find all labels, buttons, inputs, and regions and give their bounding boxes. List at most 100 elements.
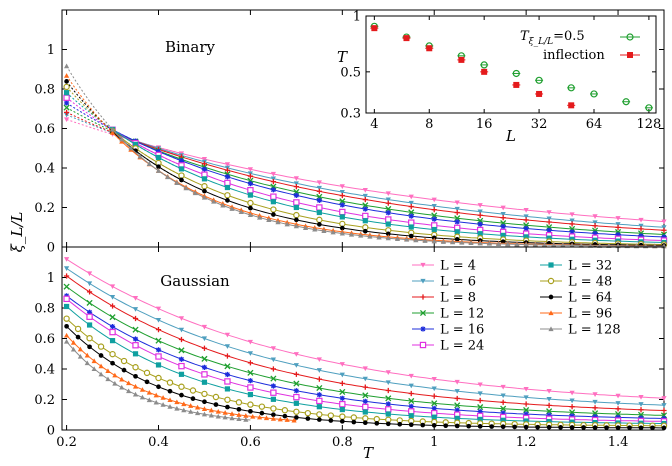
bottom-series-marker [293, 408, 300, 415]
bottom-xtick-label: 1.2 [516, 435, 537, 450]
bottom-series-marker [202, 399, 207, 405]
top-series-marker [500, 223, 506, 230]
top-series-marker [348, 231, 355, 237]
top-series-marker [270, 171, 276, 177]
top-series-marker [330, 229, 336, 235]
top-series-marker [201, 183, 208, 190]
bottom-series-marker [270, 366, 276, 372]
bottom-series-marker [385, 387, 391, 394]
bottom-series-marker [304, 409, 312, 417]
bottom-series-marker [408, 373, 414, 379]
inset-point [426, 45, 433, 52]
top-series-marker [459, 239, 465, 245]
legend-item: L = 4 [412, 259, 476, 274]
bottom-ytick-label: 0.8 [34, 302, 55, 317]
bottom-series-marker [569, 425, 575, 430]
bottom-series-marker [385, 370, 391, 375]
bottom-series-marker [213, 402, 219, 407]
legend-label: L = 128 [568, 323, 621, 338]
legend-swatch-marker [420, 294, 426, 300]
bottom-series-marker [86, 313, 93, 320]
top-series-marker [454, 229, 460, 235]
bottom-series-marker [431, 414, 437, 420]
bottom-series-marker [112, 380, 118, 386]
bottom-series-marker [75, 334, 81, 340]
top-series-marker [339, 184, 345, 189]
bottom-series-marker [77, 346, 83, 352]
bottom-series-marker [316, 384, 323, 392]
bottom-series-marker [362, 376, 368, 382]
inset-xtick-label: 4 [370, 117, 378, 132]
bottom-series-marker [339, 400, 346, 408]
bottom-series-marker [112, 372, 118, 378]
bottom-series-marker [250, 413, 256, 419]
legend-swatch-marker [419, 341, 427, 349]
bottom-series-marker [615, 425, 621, 431]
bottom-series-marker [477, 391, 483, 397]
legend-item: L = 32 [540, 259, 612, 274]
top-series-marker [275, 219, 281, 225]
top-series-marker [63, 104, 70, 111]
bottom-series-marker [615, 406, 621, 412]
bottom-xtick-label: 0.2 [56, 435, 77, 450]
bottom-series-marker [132, 342, 139, 349]
bottom-series-marker [160, 395, 166, 400]
bottom-series-marker [362, 415, 369, 422]
bottom-series-marker [236, 416, 242, 422]
bottom-series-marker [523, 411, 529, 417]
bottom-series-marker [477, 382, 483, 388]
bottom-series-marker [397, 421, 403, 427]
bottom-series-marker [500, 405, 507, 412]
bottom-series-marker [63, 283, 70, 290]
top-series-marker [362, 206, 368, 212]
top-series-marker [224, 184, 231, 191]
legend-swatch-marker [419, 309, 427, 317]
bottom-series-marker [132, 315, 139, 322]
legend-item: L = 48 [540, 275, 612, 290]
bottom-series-marker [661, 407, 667, 414]
bottom-series-3 [63, 273, 667, 414]
top-series-marker [523, 241, 529, 247]
top-series-marker [408, 213, 414, 219]
top-series-marker [270, 206, 277, 213]
bottom-series-marker [385, 421, 391, 427]
bottom-series-marker [569, 390, 575, 396]
top-series-marker [63, 90, 70, 96]
top-series-marker [661, 227, 667, 233]
x-axis-label: T [363, 444, 374, 462]
legend-swatch-marker [548, 326, 554, 332]
top-series-marker [220, 202, 226, 208]
bottom-series-marker [188, 403, 194, 408]
top-series-marker [284, 221, 290, 227]
inset-y-axis-label: T [337, 48, 348, 66]
top-series-marker [362, 196, 368, 203]
bottom-series-marker [229, 415, 235, 421]
bottom-ytick-label: 0.2 [34, 393, 55, 408]
top-series-dotted [66, 111, 182, 158]
top-series-marker [128, 145, 134, 151]
top-series-marker [385, 235, 391, 241]
bottom-series-marker [126, 388, 132, 394]
bottom-series-marker [408, 397, 415, 405]
bottom-series-marker [86, 322, 93, 328]
top-series-marker [179, 177, 184, 183]
bottom-series-marker [132, 296, 139, 301]
bottom-series-marker [512, 424, 517, 430]
top-series-marker [63, 94, 70, 101]
legend: L = 4L = 6L = 8L = 12L = 16L = 24L = 32L… [412, 259, 621, 354]
bottom-series-marker [362, 398, 368, 404]
top-series-marker [500, 215, 506, 221]
bottom-series-marker [316, 397, 323, 405]
top-series-marker [63, 100, 70, 106]
legend-item: L = 128 [540, 323, 621, 338]
top-series-marker [183, 185, 189, 191]
bottom-series-marker [74, 325, 82, 333]
bottom-series-marker [201, 371, 208, 378]
bottom-series-marker [247, 360, 254, 366]
top-series-marker [248, 205, 253, 211]
top-series-marker [224, 162, 231, 167]
bottom-series-marker [454, 423, 460, 429]
top-series-marker [339, 190, 345, 195]
bottom-series-marker [615, 401, 621, 406]
bottom-series-marker [109, 314, 116, 321]
